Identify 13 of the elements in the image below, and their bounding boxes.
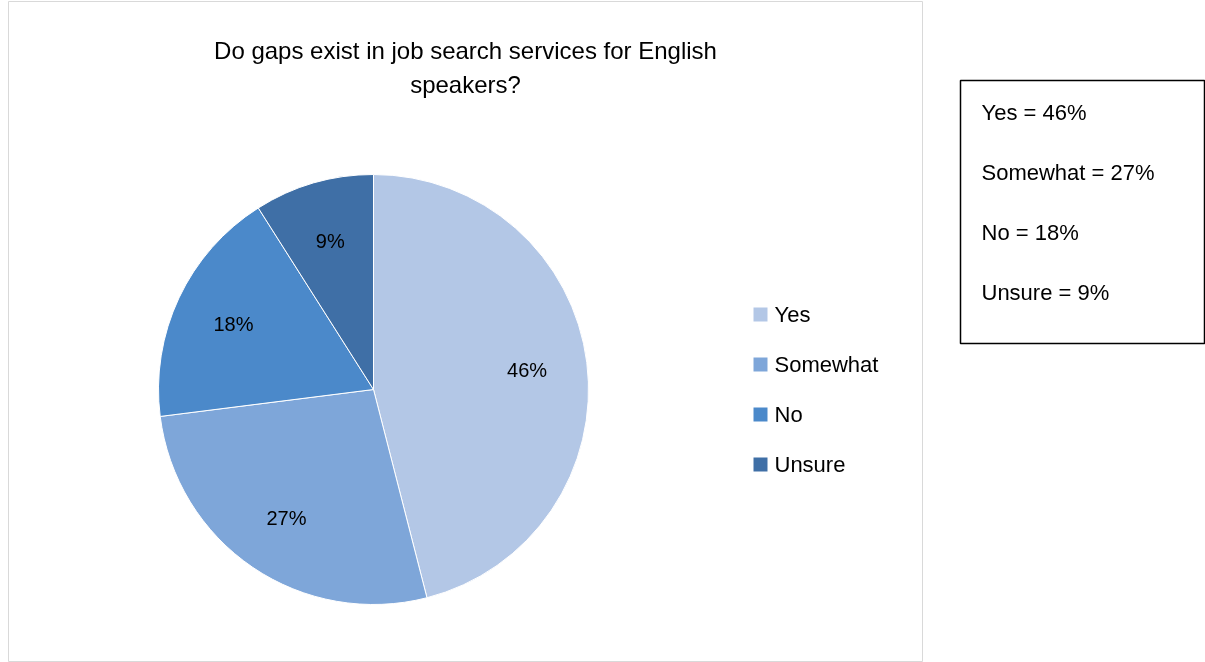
text: Yes = 46% [981,100,1087,125]
legend-label: Yes [774,302,811,327]
chart-title: Do gaps exist in job search services for English speakers? [214,37,717,98]
legend-label: No [774,402,803,427]
data-label: 9% [315,229,345,252]
data-label: 46% [507,359,548,382]
legend-label: Somewhat [774,352,879,377]
legend-label: Unsure [774,452,846,477]
data-label: 18% [213,312,254,335]
text: No = 18% [981,220,1079,245]
data-label: 27% [266,506,307,529]
text: Somewhat = 27% [981,160,1155,185]
text: Unsure = 9% [981,280,1110,305]
